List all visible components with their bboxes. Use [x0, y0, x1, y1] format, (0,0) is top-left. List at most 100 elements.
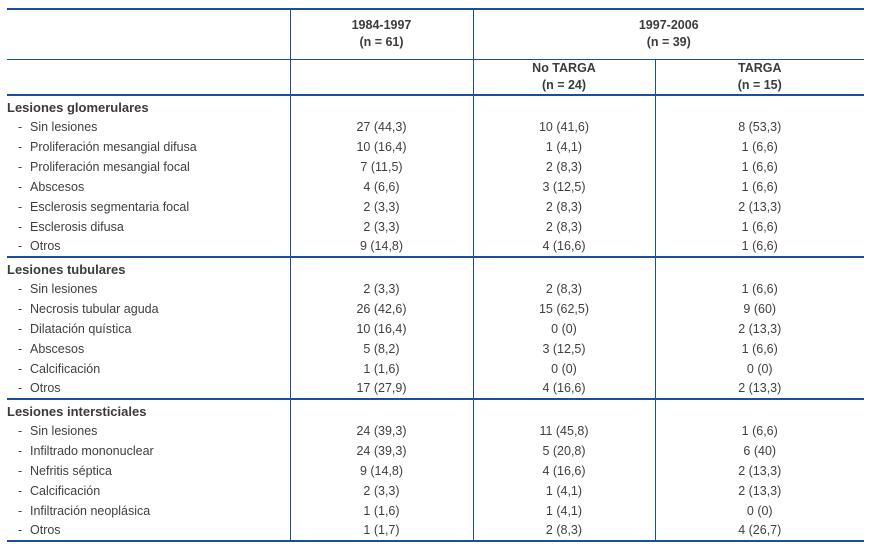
dash-bullet: - — [18, 119, 23, 134]
value-1984-1997: 24 (39,3) — [290, 420, 474, 441]
row-label: - Abscesos — [7, 176, 291, 197]
row-label-text: Sin lesiones — [30, 281, 98, 296]
row-label-text: Calcificación — [30, 361, 101, 376]
row-label: - Otros — [7, 520, 291, 541]
row-label: - Calcificación — [7, 480, 291, 501]
dash-bullet: - — [18, 239, 23, 253]
table-body: Lesiones glomerulares - Sin lesiones 27 (44… — [7, 93, 864, 541]
empty-cell — [473, 255, 656, 279]
value-1984-1997: 27 (44,3) — [290, 116, 474, 137]
table-row: - Otros 1 (1,7) 2 (8,3) 4 (26,7) — [7, 520, 864, 541]
value-1984-1997: 17 (27,9) — [290, 378, 474, 399]
value-no-targa: 4 (16,6) — [473, 236, 656, 257]
table-row: - Nefritis séptica 9 (14,8) 4 (16,6) 2 (13,3… — [7, 460, 864, 481]
row-label: - Esclerosis difusa — [7, 216, 291, 237]
row-label-text: Abscesos — [30, 341, 85, 356]
table-row: - Infiltración neoplásica 1 (1,6) 1 (4,1) 0 … — [7, 500, 864, 521]
header-empty-cell — [7, 59, 291, 96]
table-row: - Otros 9 (14,8) 4 (16,6) 1 (6,6) — [7, 236, 864, 257]
value-no-targa: 1 (4,1) — [473, 480, 656, 501]
table-row: - Proliferación mesangial focal 7 (11,5) 2 … — [7, 156, 864, 177]
table-row: - Calcificación 2 (3,3) 1 (4,1) 2 (13,3) — [7, 480, 864, 501]
value-targa: 2 (13,3) — [738, 321, 782, 336]
value-targa: 1 (6,6) — [741, 219, 778, 234]
value-1984-1997: 10 (16,4) — [290, 318, 474, 339]
row-label: - Abscesos — [7, 338, 291, 359]
header-row-targa-groups: No TARGA (n = 24) TARGA (n = 15) — [7, 59, 864, 96]
empty-cell — [655, 93, 864, 117]
header-period-1984-1997-n: (n = 61) — [359, 35, 404, 50]
empty-cell — [655, 397, 864, 421]
value-no-targa: 11 (45,8) — [473, 420, 656, 441]
header-empty-cell — [7, 9, 291, 60]
row-label-text: Infiltrado mononuclear — [30, 443, 154, 458]
value-targa: 1 (6,6) — [741, 423, 778, 438]
row-label: - Nefritis séptica — [7, 460, 291, 481]
value-1984-1997: 1 (1,6) — [290, 500, 474, 521]
dash-bullet: - — [18, 483, 23, 498]
section-header-row: Lesiones tubulares — [7, 255, 864, 279]
row-label: - Necrosis tubular aguda — [7, 298, 291, 319]
table-row: - Necrosis tubular aguda 26 (42,6) 15 (62,5… — [7, 298, 864, 319]
empty-cell — [655, 255, 864, 279]
value-no-targa: 4 (16,6) — [473, 378, 656, 399]
dash-bullet: - — [18, 139, 23, 154]
value-no-targa: 0 (0) — [473, 358, 656, 379]
section-header-row: Lesiones glomerulares — [7, 93, 864, 117]
row-label-text: Calcificación — [30, 483, 101, 498]
header-no-targa-n: (n = 24) — [541, 77, 587, 92]
value-targa: 9 (60) — [743, 301, 777, 316]
empty-cell — [290, 93, 474, 117]
dash-bullet: - — [18, 381, 23, 395]
dash-bullet: - — [18, 281, 23, 296]
row-label: - Calcificación — [7, 358, 291, 379]
dash-bullet: - — [18, 503, 23, 518]
row-label: - Proliferación mesangial focal — [7, 156, 291, 177]
empty-cell — [473, 397, 656, 421]
row-label: - Infiltrado mononuclear — [7, 440, 291, 461]
value-no-targa: 10 (41,6) — [473, 116, 656, 137]
empty-cell — [290, 397, 474, 421]
value-1984-1997: 7 (11,5) — [290, 156, 474, 177]
value-1984-1997: 2 (3,3) — [290, 196, 474, 217]
row-label-text: Dilatación quística — [30, 321, 132, 336]
row-label-text: Proliferación mesangial difusa — [30, 139, 197, 154]
value-1984-1997: 1 (1,7) — [290, 520, 474, 541]
value-no-targa: 2 (8,3) — [473, 156, 656, 177]
value-1984-1997: 24 (39,3) — [290, 440, 474, 461]
value-no-targa: 2 (8,3) — [473, 216, 656, 237]
dash-bullet: - — [18, 361, 23, 376]
value-targa: 2 (13,3) — [738, 463, 782, 478]
value-targa: 1 (6,6) — [741, 139, 778, 154]
header-period-1997-2006: 1997-2006 (n = 39) — [473, 9, 864, 60]
value-targa: 0 (0) — [746, 361, 773, 376]
row-label-text: Necrosis tubular aguda — [30, 301, 159, 316]
row-label-text: Infiltración neoplásica — [30, 503, 151, 518]
row-label: - Sin lesiones — [7, 116, 291, 137]
dash-bullet: - — [18, 341, 23, 356]
table-row: - Sin lesiones 2 (3,3) 2 (8,3) 1 (6,6) — [7, 278, 864, 299]
row-label-text: Otros — [30, 381, 61, 395]
table-row: - Esclerosis difusa 2 (3,3) 2 (8,3) 1 (6,6) — [7, 216, 864, 237]
header-period-1997-2006-n: (n = 39) — [646, 35, 691, 50]
header-empty-cell — [290, 59, 474, 96]
header-no-targa-label: No TARGA — [532, 60, 596, 75]
header-period-1984-1997: 1984-1997 (n = 61) — [290, 9, 474, 60]
section-header-row: Lesiones intersticiales — [7, 397, 864, 421]
value-no-targa: 1 (4,1) — [473, 136, 656, 157]
row-label: - Dilatación quística — [7, 318, 291, 339]
value-no-targa: 3 (12,5) — [473, 176, 656, 197]
header-targa: TARGA (n = 15) — [655, 59, 864, 96]
section-title: Lesiones tubulares — [7, 255, 291, 279]
value-targa: 4 (26,7) — [738, 523, 782, 537]
value-1984-1997: 26 (42,6) — [290, 298, 474, 319]
row-label-text: Esclerosis difusa — [30, 219, 124, 234]
table-row: - Otros 17 (27,9) 4 (16,6) 2 (13,3) — [7, 378, 864, 399]
value-1984-1997: 1 (1,6) — [290, 358, 474, 379]
value-1984-1997: 2 (3,3) — [290, 278, 474, 299]
table-row: - Calcificación 1 (1,6) 0 (0) 0 (0) — [7, 358, 864, 379]
value-1984-1997: 2 (3,3) — [290, 216, 474, 237]
dash-bullet: - — [18, 463, 23, 478]
table-header: 1984-1997 (n = 61) 1997-2006 (n = 39) No… — [7, 9, 864, 96]
dash-bullet: - — [18, 321, 23, 336]
